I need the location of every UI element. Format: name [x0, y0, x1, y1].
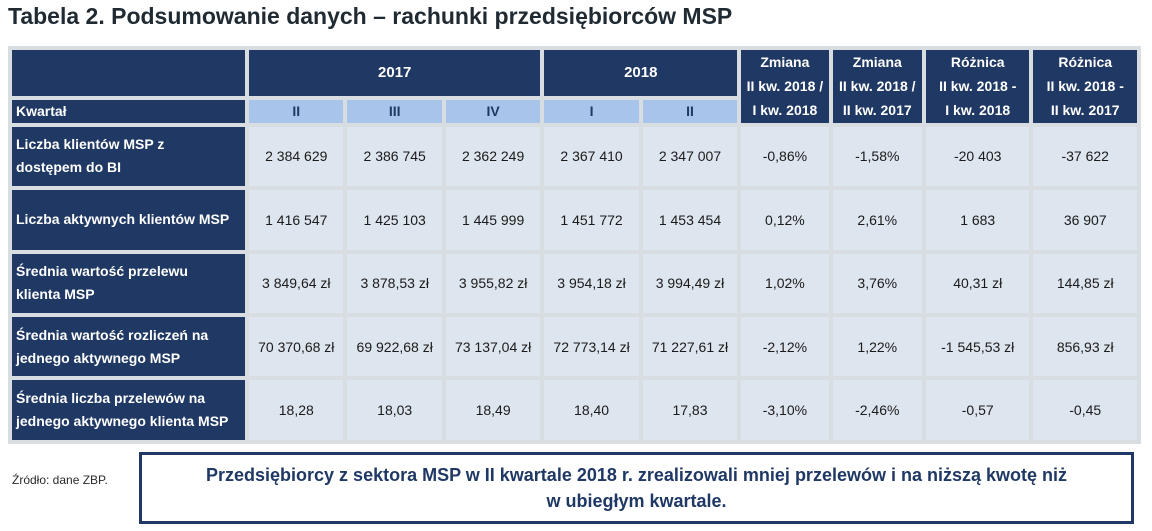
row-label-line: Liczba aktywnych klientów MSP	[16, 211, 230, 228]
table-cell: 0,12%	[741, 190, 829, 250]
summary-table: 2017 2018 Zmiana II kw. 2018 / I kw. 201…	[8, 46, 1141, 444]
table-cell: 18,49	[445, 380, 541, 440]
table-cell: 1 453 454	[642, 190, 738, 250]
quarter-header: I	[544, 100, 639, 123]
difference-header-line: II kw. 2018 -	[1046, 78, 1124, 95]
table-cell: 3 878,53 zł	[347, 253, 442, 313]
change-header-q2-2018-vs-q1-2018: Zmiana II kw. 2018 / I kw. 2018	[741, 50, 829, 123]
table-cell: 71 227,61 zł	[642, 317, 738, 377]
table-cell: 3,76%	[832, 253, 922, 313]
difference-header-line: Różnica	[950, 54, 1005, 71]
table-cell: 3 849,64 zł	[249, 253, 344, 313]
year-header-row: 2017 2018 Zmiana II kw. 2018 / I kw. 201…	[12, 50, 1137, 123]
table-cell: 1 416 547	[249, 190, 344, 250]
table-cell: 2,61%	[832, 190, 922, 250]
table-cell: 2 384 629	[249, 126, 344, 187]
table-cell: 1,02%	[741, 253, 829, 313]
row-label-line: Średnia wartość rozliczeń na	[16, 326, 209, 343]
table-cell: -2,12%	[741, 317, 829, 377]
row-label: Średnia wartość przelewu klienta MSP	[12, 253, 246, 313]
table-cell: 1,22%	[832, 317, 922, 377]
callout-line: w ubiegłym kwartale.	[546, 491, 727, 511]
table-cell: 2 347 007	[642, 126, 738, 187]
change-header-line: II kw. 2018 /	[839, 78, 916, 95]
table-cell: 2 362 249	[445, 126, 541, 187]
row-label: Średnia wartość rozliczeń na jednego akt…	[12, 317, 246, 377]
table-row: Liczba aktywnych klientów MSP 1 416 547 …	[12, 190, 1137, 250]
change-header-line: I kw. 2018	[752, 102, 818, 119]
table-row: Średnia wartość rozliczeń na jednego akt…	[12, 317, 1137, 377]
table-cell: 144,85 zł	[1033, 253, 1137, 313]
quarter-header: III	[347, 100, 442, 123]
table-cell: 3 994,49 zł	[642, 253, 738, 313]
year-2018-header: 2018	[544, 50, 738, 97]
table-cell: -20 403	[925, 126, 1030, 187]
table-cell: 856,93 zł	[1033, 317, 1137, 377]
table-cell: -0,86%	[741, 126, 829, 187]
table-cell: 69 922,68 zł	[347, 317, 442, 377]
table-cell: 3 954,18 zł	[544, 253, 639, 313]
table-cell: -0,45	[1033, 380, 1137, 440]
table-cell: 18,40	[544, 380, 639, 440]
table-row: Średnia liczba przelewów na jednego akty…	[12, 380, 1137, 440]
row-label: Liczba klientów MSP z dostępem do BI	[12, 126, 246, 187]
table-cell: 18,03	[347, 380, 442, 440]
table-cell: 2 367 410	[544, 126, 639, 187]
difference-header-line: II kw. 2018 -	[939, 78, 1017, 95]
quarter-header: II	[249, 100, 344, 123]
table-cell: 2 386 745	[347, 126, 442, 187]
change-header-line: Zmiana	[852, 54, 902, 71]
source-note: Źródło: dane ZBP.	[12, 473, 108, 487]
callout-text: Przedsiębiorcy z sektora MSP w II kwarta…	[206, 462, 1067, 514]
table-cell: 1 683	[925, 190, 1030, 250]
year-2017-header: 2017	[249, 50, 541, 97]
table-cell: -1 545,53 zł	[925, 317, 1030, 377]
quarter-header-row: Kwartał II III IV I II	[12, 100, 1137, 123]
table-cell: 70 370,68 zł	[249, 317, 344, 377]
row-label-line: jednego aktywnego klienta MSP	[16, 413, 229, 430]
table-cell: 73 137,04 zł	[445, 317, 541, 377]
difference-header-line: II kw. 2017	[1050, 102, 1120, 119]
row-label: Liczba aktywnych klientów MSP	[12, 190, 246, 250]
table-cell: -1,58%	[832, 126, 922, 187]
table-cell: 17,83	[642, 380, 738, 440]
table-cell: 36 907	[1033, 190, 1137, 250]
difference-header-line: Różnica	[1058, 54, 1113, 71]
table-title: Tabela 2. Podsumowanie danych – rachunki…	[8, 3, 733, 29]
row-label-line: dostępem do BI	[16, 159, 122, 176]
row-label-line: jednego aktywnego MSP	[16, 349, 181, 366]
table-cell: 1 425 103	[347, 190, 442, 250]
table-cell: -3,10%	[741, 380, 829, 440]
difference-header-q2-2018-vs-q1-2018: Różnica II kw. 2018 - I kw. 2018	[925, 50, 1030, 123]
table-row: Średnia wartość przelewu klienta MSP 3 8…	[12, 253, 1137, 313]
row-label-line: Średnia wartość przelewu	[16, 263, 188, 280]
summary-callout: Przedsiębiorcy z sektora MSP w II kwarta…	[139, 452, 1134, 524]
kwartal-label: Kwartał	[12, 100, 246, 123]
difference-header-q2-2018-vs-q2-2017: Różnica II kw. 2018 - II kw. 2017	[1033, 50, 1137, 123]
quarter-header: IV	[445, 100, 541, 123]
table-cell: 40,31 zł	[925, 253, 1030, 313]
table-cell: 72 773,14 zł	[544, 317, 639, 377]
table-cell: -0,57	[925, 380, 1030, 440]
row-label-line: Liczba klientów MSP z	[16, 136, 165, 153]
change-header-line: Zmiana	[760, 54, 810, 71]
change-header-line: II kw. 2017	[842, 102, 912, 119]
table-cell: 18,28	[249, 380, 344, 440]
header-corner	[12, 50, 246, 97]
row-label-line: klienta MSP	[16, 286, 95, 303]
summary-table-container: 2017 2018 Zmiana II kw. 2018 / I kw. 201…	[8, 46, 1141, 444]
change-header-line: II kw. 2018 /	[746, 78, 824, 95]
table-cell: 1 445 999	[445, 190, 541, 250]
table-cell: -2,46%	[832, 380, 922, 440]
table-cell: 1 451 772	[544, 190, 639, 250]
table-row: Liczba klientów MSP z dostępem do BI 2 3…	[12, 126, 1137, 187]
callout-line: Przedsiębiorcy z sektora MSP w II kwarta…	[206, 465, 1067, 485]
table-cell: -37 622	[1033, 126, 1137, 187]
row-label: Średnia liczba przelewów na jednego akty…	[12, 380, 246, 440]
change-header-q2-2018-vs-q2-2017: Zmiana II kw. 2018 / II kw. 2017	[832, 50, 922, 123]
quarter-header: II	[642, 100, 738, 123]
difference-header-line: I kw. 2018	[945, 102, 1011, 119]
row-label-line: Średnia liczba przelewów na	[16, 390, 206, 407]
table-cell: 3 955,82 zł	[445, 253, 541, 313]
